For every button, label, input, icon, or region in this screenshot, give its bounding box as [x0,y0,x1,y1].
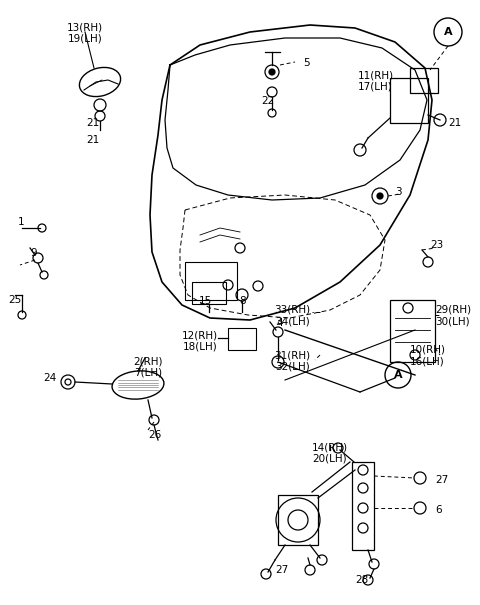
Bar [192,282,226,304]
Text: 12(RH)
18(LH): 12(RH) 18(LH) [182,330,218,352]
Text: 6: 6 [435,505,442,515]
Text: 5: 5 [303,58,310,68]
Text: 15: 15 [198,296,212,306]
Text: 8: 8 [240,296,246,306]
Bar [185,262,237,300]
Text: 21: 21 [86,135,100,145]
Text: A: A [444,27,452,37]
Text: 9: 9 [30,248,36,258]
Text: 13(RH)
19(LH): 13(RH) 19(LH) [67,22,103,44]
Circle shape [377,193,383,199]
Bar [390,300,435,362]
Text: 11(RH)
17(LH): 11(RH) 17(LH) [358,70,394,91]
Text: 31(RH)
32(LH): 31(RH) 32(LH) [274,350,310,371]
Text: 27: 27 [276,565,288,575]
Bar [228,328,256,350]
Text: 29(RH)
30(LH): 29(RH) 30(LH) [435,305,471,327]
Text: 14(RH)
20(LH): 14(RH) 20(LH) [312,442,348,463]
Text: 25: 25 [8,295,21,305]
Text: 33(RH)
34(LH): 33(RH) 34(LH) [274,305,310,327]
Text: 23: 23 [430,240,443,250]
Bar [352,462,374,550]
Text: 10(RH)
16(LH): 10(RH) 16(LH) [410,345,446,367]
Text: 28: 28 [355,575,369,585]
Text: 2(RH)
7(LH): 2(RH) 7(LH) [133,356,163,378]
Text: 22: 22 [262,96,275,106]
Bar [278,495,318,545]
Text: 26: 26 [148,430,162,440]
Text: 4: 4 [276,318,283,328]
Text: 27: 27 [435,475,448,485]
Text: 24: 24 [43,373,57,383]
Text: 3: 3 [395,187,402,197]
Circle shape [269,69,275,75]
Text: 21: 21 [86,118,100,128]
Text: 1: 1 [18,217,24,227]
Bar [390,78,428,123]
Text: 21: 21 [448,118,462,128]
Bar [410,68,438,93]
Text: A: A [394,370,402,380]
